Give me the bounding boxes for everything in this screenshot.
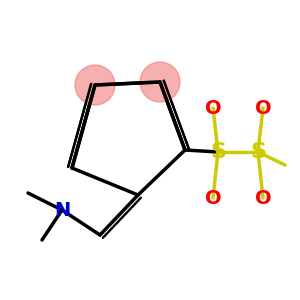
Circle shape [75, 65, 115, 105]
Text: S: S [250, 142, 266, 162]
Text: S: S [210, 142, 226, 162]
Text: O: O [205, 188, 221, 208]
Text: O: O [205, 98, 221, 118]
Text: N: N [54, 200, 70, 220]
Text: O: O [255, 188, 271, 208]
Text: O: O [255, 98, 271, 118]
Circle shape [140, 62, 180, 102]
